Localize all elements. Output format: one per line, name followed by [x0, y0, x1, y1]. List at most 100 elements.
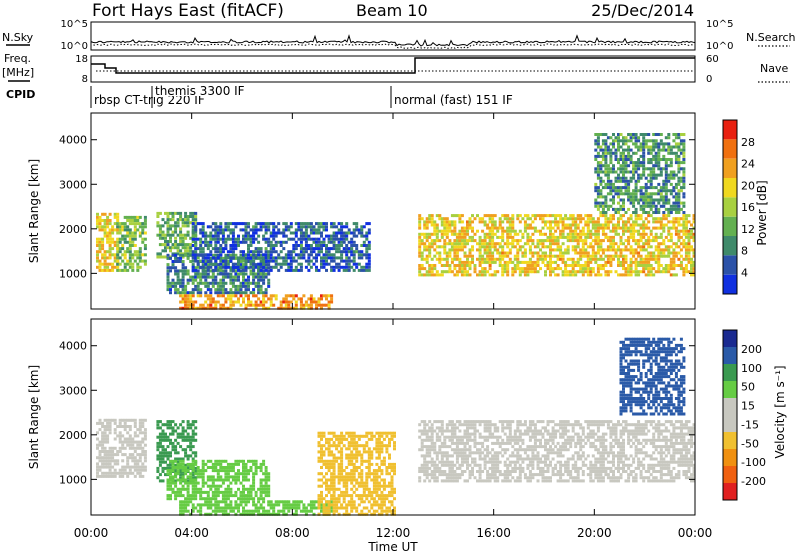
velocity-cell: [189, 478, 193, 482]
power-cell: [237, 222, 240, 226]
velocity-cell: [347, 441, 351, 445]
power-cell: [644, 198, 648, 202]
power-cell: [181, 240, 185, 243]
velocity-cell: [96, 471, 99, 475]
velocity-cell: [158, 432, 162, 436]
velocity-cell: [138, 471, 142, 475]
power-cell: [111, 262, 115, 266]
power-cell: [101, 262, 105, 266]
power-cell: [123, 253, 127, 257]
power-cell: [594, 260, 598, 264]
power-cell: [569, 217, 573, 221]
velocity-cell: [332, 500, 336, 504]
power-cell: [639, 142, 643, 146]
power-cell: [201, 275, 205, 279]
power-cell: [133, 244, 137, 247]
velocity-cell: [327, 431, 331, 435]
power-cell: [194, 228, 198, 232]
power-cell: [264, 250, 268, 254]
power-cell: [367, 231, 371, 235]
power-cell: [131, 231, 135, 235]
power-cell: [231, 250, 235, 254]
power-cell: [634, 217, 638, 221]
velocity-cell: [327, 459, 331, 463]
power-cell: [589, 245, 593, 249]
power-cell: [508, 232, 512, 236]
power-cell: [204, 266, 208, 270]
power-cell: [478, 257, 482, 261]
velocity-cell: [332, 456, 336, 460]
power-cell: [181, 269, 185, 273]
power-cell: [659, 139, 663, 143]
velocity-cell: [171, 441, 175, 445]
power-cell: [259, 222, 263, 226]
velocity-cell: [219, 506, 223, 510]
power-cell: [501, 248, 505, 252]
velocity-cell: [166, 494, 170, 498]
velocity-cell: [252, 509, 256, 513]
power-cell: [287, 256, 291, 260]
velocity-cell: [101, 431, 105, 435]
velocity-cell: [98, 440, 102, 444]
power-cell: [254, 250, 258, 254]
velocity-cell: [181, 475, 185, 479]
power-cell: [169, 281, 172, 285]
power-cell: [629, 260, 633, 264]
power-cell: [649, 195, 653, 199]
power-cell: [692, 220, 696, 224]
power-cell: [201, 222, 205, 226]
power-cell: [604, 161, 608, 165]
power-cell: [214, 240, 218, 244]
power-cell: [304, 250, 308, 254]
power-cell: [264, 275, 268, 279]
velocity-cell: [330, 506, 334, 510]
power-cell: [632, 151, 636, 155]
velocity-cell: [340, 503, 344, 507]
power-cell: [637, 264, 641, 267]
power-cell: [516, 254, 520, 258]
power-cell: [204, 253, 208, 257]
velocity-cell: [335, 459, 339, 463]
velocity-cell: [221, 459, 225, 463]
beam-title: Beam 10: [356, 1, 428, 20]
power-cell: [659, 220, 663, 224]
velocity-cell: [330, 450, 334, 454]
velocity-cell: [121, 425, 125, 428]
power-cell: [247, 250, 250, 254]
power-cell: [166, 278, 170, 282]
power-cell: [629, 148, 633, 152]
power-cell: [637, 201, 641, 205]
velocity-cell: [211, 478, 215, 482]
power-cell: [292, 244, 296, 247]
power-cell: [644, 176, 648, 180]
power-cell: [194, 230, 198, 234]
power-cell: [101, 247, 105, 251]
power-cell: [528, 248, 532, 252]
power-cell: [272, 234, 276, 238]
power-cell: [589, 242, 593, 246]
power-cell: [549, 257, 552, 261]
power-cell: [677, 154, 681, 158]
power-cell: [559, 254, 563, 258]
power-cell: [176, 281, 180, 285]
power-cell: [596, 151, 600, 155]
power-cell: [612, 133, 615, 136]
velocity-cell: [264, 494, 268, 498]
velocity-cell: [108, 450, 112, 453]
velocity-cell: [267, 475, 271, 479]
power-cell: [609, 161, 613, 165]
power-cell: [284, 268, 288, 272]
velocity-cell: [340, 447, 344, 451]
power-cell: [340, 250, 344, 254]
power-cell: [624, 267, 628, 271]
power-cell: [229, 244, 233, 247]
power-cell: [594, 254, 598, 258]
power-cell: [347, 265, 351, 269]
power-cell: [262, 303, 266, 307]
velocity-cell: [141, 450, 145, 453]
velocity-cell: [133, 446, 137, 450]
power-cell: [682, 223, 686, 227]
power-cell: [634, 270, 638, 274]
power-cell: [644, 223, 648, 227]
power-cell: [596, 133, 600, 136]
